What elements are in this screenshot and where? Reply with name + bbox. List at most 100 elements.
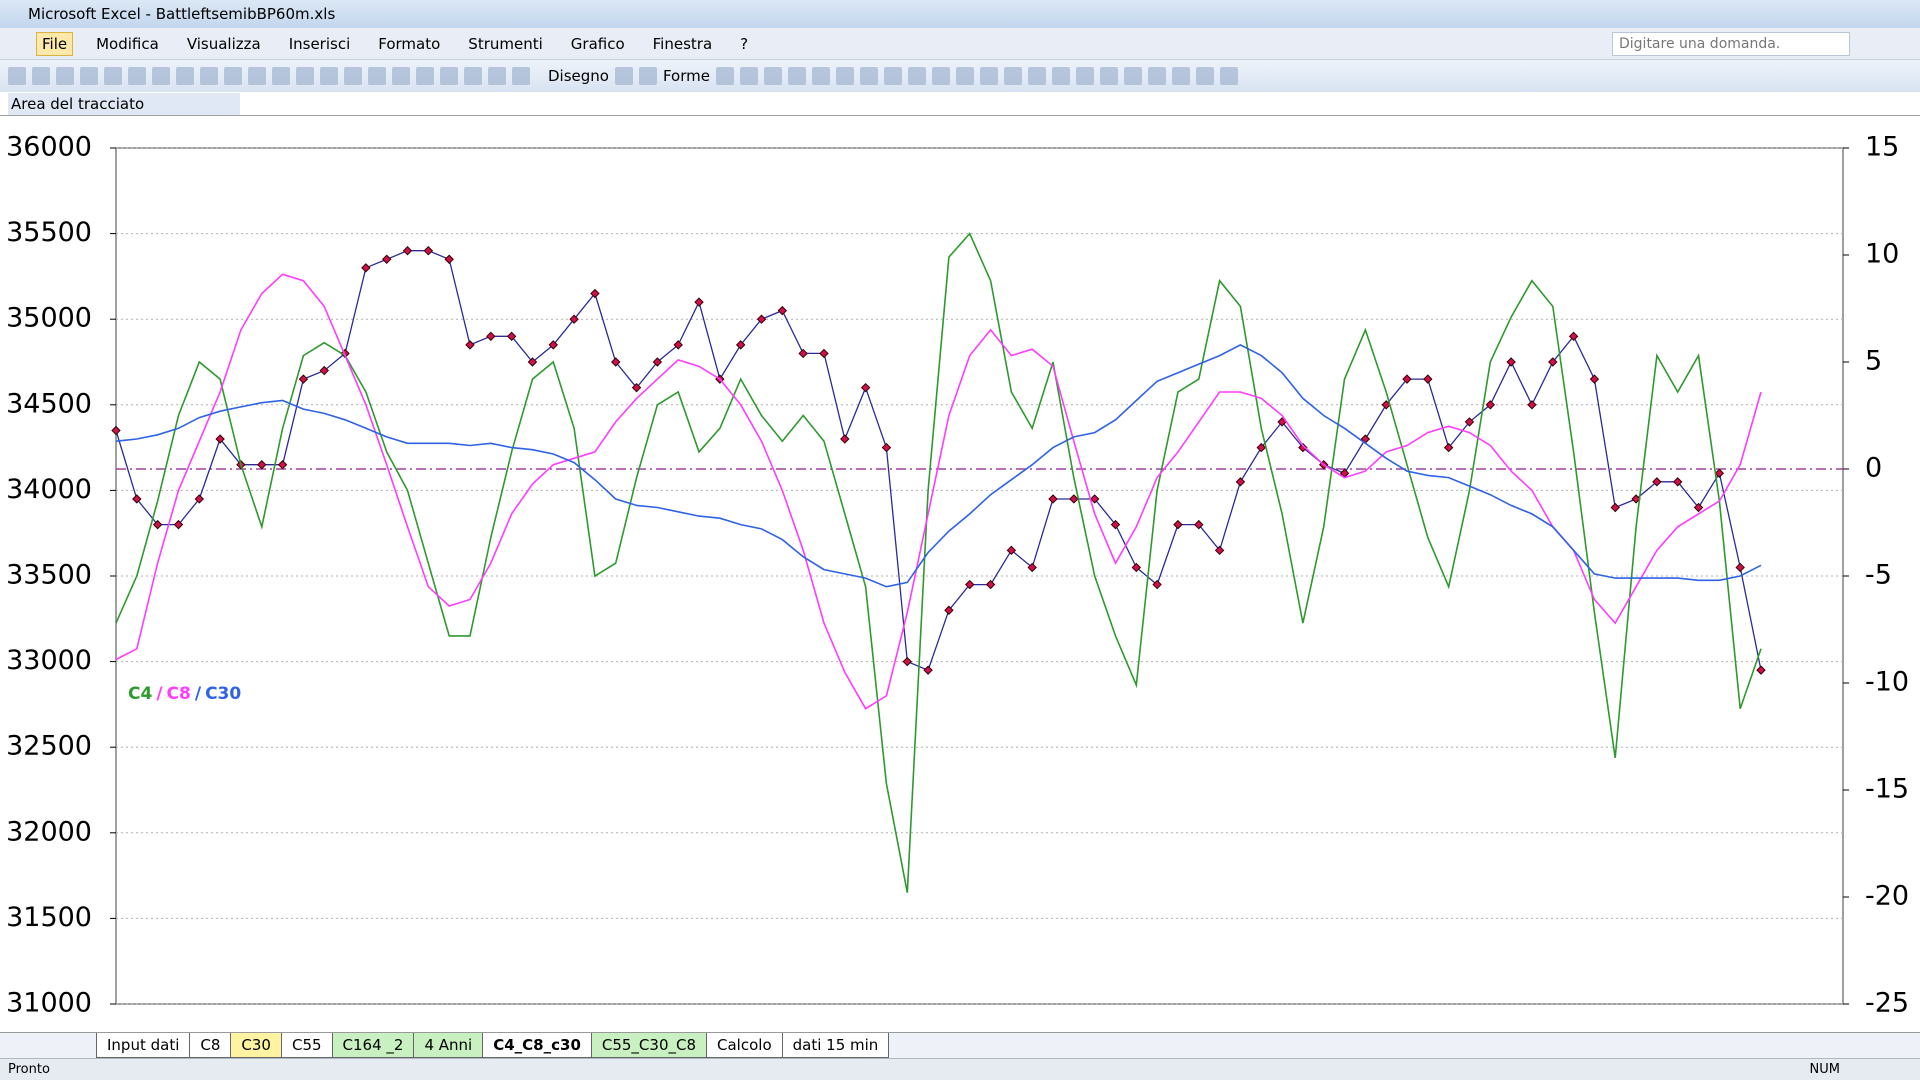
data-marker (694, 297, 704, 307)
tool-icon[interactable] (344, 67, 362, 85)
sheet-tab[interactable]: C30 (230, 1033, 282, 1058)
y-tick-label: 33000 (6, 645, 92, 676)
tool-icon[interactable] (464, 67, 482, 85)
tool-icon[interactable] (787, 67, 806, 85)
tool-icon[interactable] (368, 67, 386, 85)
sheet-tab[interactable]: C164 _2 (331, 1033, 415, 1058)
tool-icon[interactable] (811, 67, 830, 85)
tool-icon[interactable] (512, 67, 530, 85)
data-marker (1069, 494, 1079, 504)
tool-icon[interactable] (1099, 67, 1118, 85)
tool-icon[interactable] (1027, 67, 1046, 85)
sheet-tab[interactable]: Input dati (96, 1033, 191, 1058)
tool-icon[interactable] (392, 67, 410, 85)
help-box[interactable]: Digitare una domanda. (1612, 32, 1850, 56)
tool-icon[interactable] (835, 67, 854, 85)
menu-item[interactable]: Grafico (570, 34, 625, 53)
menu-bar: File Modifica Visualizza Inserisci Formato St… (0, 28, 1920, 60)
y-tick-label: 33500 (6, 560, 92, 591)
tool-icon[interactable] (1147, 67, 1166, 85)
tool-icon[interactable] (638, 67, 657, 85)
name-box[interactable]: Area del tracciato (8, 92, 240, 115)
tool-icon[interactable] (1051, 67, 1070, 85)
tool-icon[interactable] (1219, 67, 1238, 85)
data-marker (361, 263, 371, 273)
tool-icon[interactable] (128, 67, 146, 85)
tool-icon[interactable] (883, 67, 902, 85)
menu-item[interactable]: Finestra (652, 34, 713, 53)
tool-icon[interactable] (979, 67, 998, 85)
data-marker (1214, 545, 1225, 556)
sheet-tab[interactable]: Calcolo (706, 1033, 783, 1058)
tool-icon[interactable] (440, 67, 458, 85)
data-marker (881, 442, 892, 453)
menu-item[interactable]: Visualizza (186, 34, 261, 53)
tool-icon[interactable] (320, 67, 338, 85)
data-marker (1756, 665, 1766, 675)
y-tick-label: 31500 (6, 902, 92, 933)
data-marker (506, 331, 517, 342)
tool-icon[interactable] (32, 67, 50, 85)
menu-item[interactable]: Strumenti (468, 34, 543, 53)
tool-icon[interactable] (224, 67, 242, 85)
sheet-tab[interactable]: dati 15 min (781, 1033, 890, 1058)
menu-item[interactable]: Modifica (96, 34, 159, 53)
tool-icon[interactable] (80, 67, 98, 85)
window-title: Microsoft Excel - BattleftsemibBP60m.xls (28, 5, 336, 23)
tool-icon[interactable] (56, 67, 74, 85)
tool-icon[interactable] (488, 67, 506, 85)
menu-item[interactable]: File (36, 31, 74, 56)
data-marker (631, 382, 642, 393)
data-marker (1485, 400, 1496, 410)
data-marker (1527, 400, 1537, 410)
data-marker (1423, 374, 1433, 384)
tool-icon[interactable] (8, 67, 26, 85)
tool-icon[interactable] (931, 67, 950, 85)
tool-icon[interactable] (1003, 67, 1022, 85)
data-marker (381, 254, 392, 264)
data-marker (611, 357, 621, 367)
draw-menu[interactable]: Disegno (548, 67, 609, 85)
tool-icon[interactable] (1123, 67, 1142, 85)
tool-icon[interactable] (859, 67, 878, 85)
tool-icon[interactable] (1075, 67, 1094, 85)
tool-icon[interactable] (176, 67, 194, 85)
status-text: Pronto (8, 1062, 50, 1077)
sheet-tab[interactable]: C8 (189, 1033, 232, 1058)
data-marker (1506, 357, 1516, 367)
data-marker (194, 494, 204, 504)
data-marker (132, 494, 142, 504)
data-marker (152, 519, 163, 530)
data-marker (486, 331, 496, 342)
y2-tick-label: 10 (1865, 239, 1899, 270)
tool-icon[interactable] (1171, 67, 1190, 85)
tool-icon[interactable] (296, 67, 314, 85)
data-marker (985, 579, 996, 590)
tool-icon[interactable] (614, 67, 633, 85)
sheet-tab[interactable]: C4_C8_c30 (482, 1033, 592, 1058)
data-marker (1443, 442, 1454, 453)
tool-icon[interactable] (200, 67, 218, 85)
tool-icon[interactable] (248, 67, 266, 85)
sheet-tab[interactable]: C55 (280, 1033, 333, 1058)
menu-item[interactable]: Formato (378, 34, 441, 53)
tool-icon[interactable] (104, 67, 122, 85)
data-marker (860, 382, 871, 393)
shapes-menu[interactable]: Forme (662, 67, 710, 85)
data-marker (965, 579, 975, 590)
tool-icon[interactable] (272, 67, 290, 85)
tool-icon[interactable] (152, 67, 170, 85)
menu-item[interactable]: Inserisci (288, 34, 351, 53)
tool-icon[interactable] (416, 67, 434, 85)
data-marker (1631, 494, 1641, 504)
tool-icon[interactable] (907, 67, 926, 85)
tool-icon[interactable] (763, 67, 782, 85)
tool-icon[interactable] (739, 67, 758, 85)
menu-item[interactable]: ? (740, 34, 749, 53)
tool-icon[interactable] (715, 67, 734, 85)
sheet-tab[interactable]: C55_C30_C8 (590, 1033, 708, 1058)
tool-icon[interactable] (955, 67, 974, 85)
tool-icon[interactable] (1195, 67, 1214, 85)
sheet-tab[interactable]: 4 Anni (413, 1033, 484, 1058)
y2-tick-label: -20 (1865, 881, 1909, 912)
